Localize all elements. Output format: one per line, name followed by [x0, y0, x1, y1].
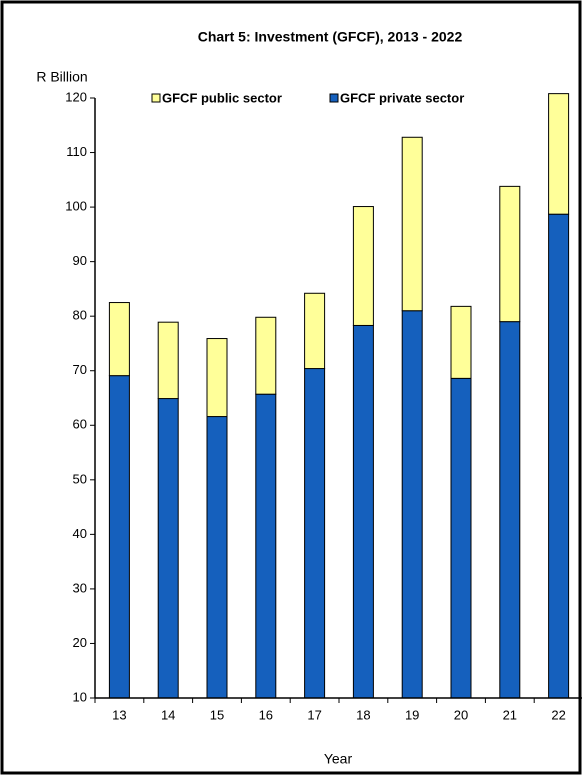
- y-tick-label: 110: [66, 144, 87, 159]
- bar-segment: [548, 213, 570, 699]
- chart-title: Chart 5: Investment (GFCF), 2013 - 2022: [198, 29, 463, 45]
- x-tick-label: 19: [405, 707, 419, 722]
- bar-segment: [499, 321, 521, 699]
- x-tick-label: 14: [161, 707, 175, 722]
- bar-segment: [499, 185, 521, 323]
- bar-segment: [206, 416, 228, 699]
- bar-segment: [548, 93, 570, 215]
- y-tick-label: 40: [73, 526, 87, 541]
- y-tick-label: 90: [73, 253, 87, 268]
- bar-segment: [157, 398, 179, 699]
- x-tick-label: 13: [112, 707, 126, 722]
- bar-segment: [450, 305, 472, 379]
- y-tick-label: 30: [73, 580, 87, 595]
- legend-swatch: [329, 93, 339, 103]
- x-tick-label: 17: [307, 707, 321, 722]
- bar-segment: [450, 377, 472, 699]
- y-axis-label: R Billion: [36, 69, 87, 85]
- bar-segment: [206, 338, 228, 418]
- bar-segment: [352, 206, 374, 326]
- y-tick-label: 60: [73, 417, 87, 432]
- legend-swatch: [151, 93, 161, 103]
- x-tick-label: 21: [503, 707, 517, 722]
- x-tick-label: 16: [259, 707, 273, 722]
- bar-segment: [352, 324, 374, 699]
- y-tick-label: 10: [73, 689, 87, 704]
- bar-segment: [304, 368, 326, 699]
- bar-segment: [157, 321, 179, 400]
- y-tick-label: 70: [73, 362, 87, 377]
- x-tick-label: 20: [454, 707, 468, 722]
- y-tick-label: 100: [65, 199, 87, 214]
- y-tick-label: 20: [73, 635, 87, 650]
- bar-segment: [255, 316, 277, 395]
- legend-label: GFCF public sector: [162, 90, 282, 105]
- bar-segment: [304, 292, 326, 370]
- x-tick-label: 15: [210, 707, 224, 722]
- x-tick-label: 22: [551, 707, 565, 722]
- bar-segment: [401, 136, 423, 312]
- x-tick-label: 18: [356, 707, 370, 722]
- y-tick-label: 120: [65, 89, 87, 104]
- bar-segment: [401, 310, 423, 699]
- x-axis-label: Year: [324, 751, 353, 767]
- legend-label: GFCF private sector: [340, 90, 464, 105]
- y-tick-label: 50: [73, 471, 87, 486]
- bar-segment: [255, 393, 277, 699]
- bar-segment: [108, 302, 130, 377]
- y-tick-label: 80: [73, 308, 87, 323]
- bar-segment: [108, 375, 130, 699]
